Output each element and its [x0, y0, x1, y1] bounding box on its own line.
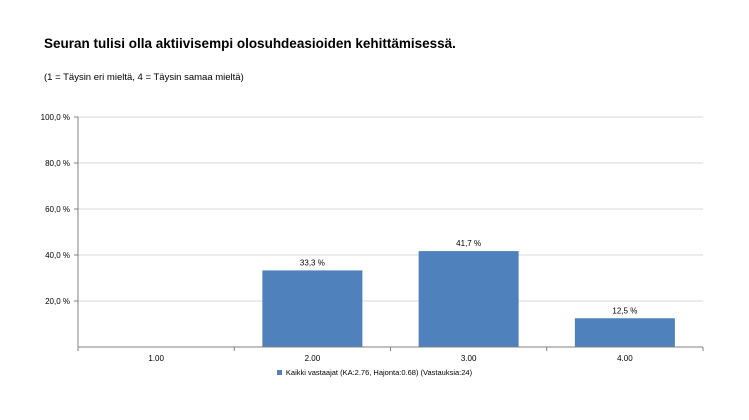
- x-tick-label: 2.00: [305, 354, 321, 363]
- y-tick-label: 60,0 %: [45, 205, 70, 214]
- bar: [418, 251, 519, 347]
- y-tick-label: 80,0 %: [45, 159, 70, 168]
- data-label: 41,7 %: [456, 239, 481, 248]
- data-label: 12,5 %: [612, 306, 637, 315]
- legend-swatch: [276, 369, 282, 375]
- bar: [574, 318, 675, 347]
- legend: Kaikki vastaajat (KA:2.76, Hajonta:0.68)…: [0, 368, 749, 378]
- y-tick-label: 100,0 %: [41, 113, 70, 122]
- chart-title: Seuran tulisi olla aktiivisempi olosuhde…: [44, 36, 456, 51]
- x-tick-label: 3.00: [461, 354, 477, 363]
- chart-subtitle: (1 = Täysin eri mieltä, 4 = Täysin samaa…: [44, 72, 244, 83]
- data-label: 33,3 %: [300, 258, 325, 267]
- y-tick-label: 20,0 %: [45, 297, 70, 306]
- x-tick-label: 1.00: [148, 354, 164, 363]
- bar: [262, 270, 363, 347]
- y-tick-label: 40,0 %: [45, 251, 70, 260]
- legend-label: Kaikki vastaajat (KA:2.76, Hajonta:0.68)…: [285, 368, 473, 377]
- x-tick-label: 4.00: [617, 354, 633, 363]
